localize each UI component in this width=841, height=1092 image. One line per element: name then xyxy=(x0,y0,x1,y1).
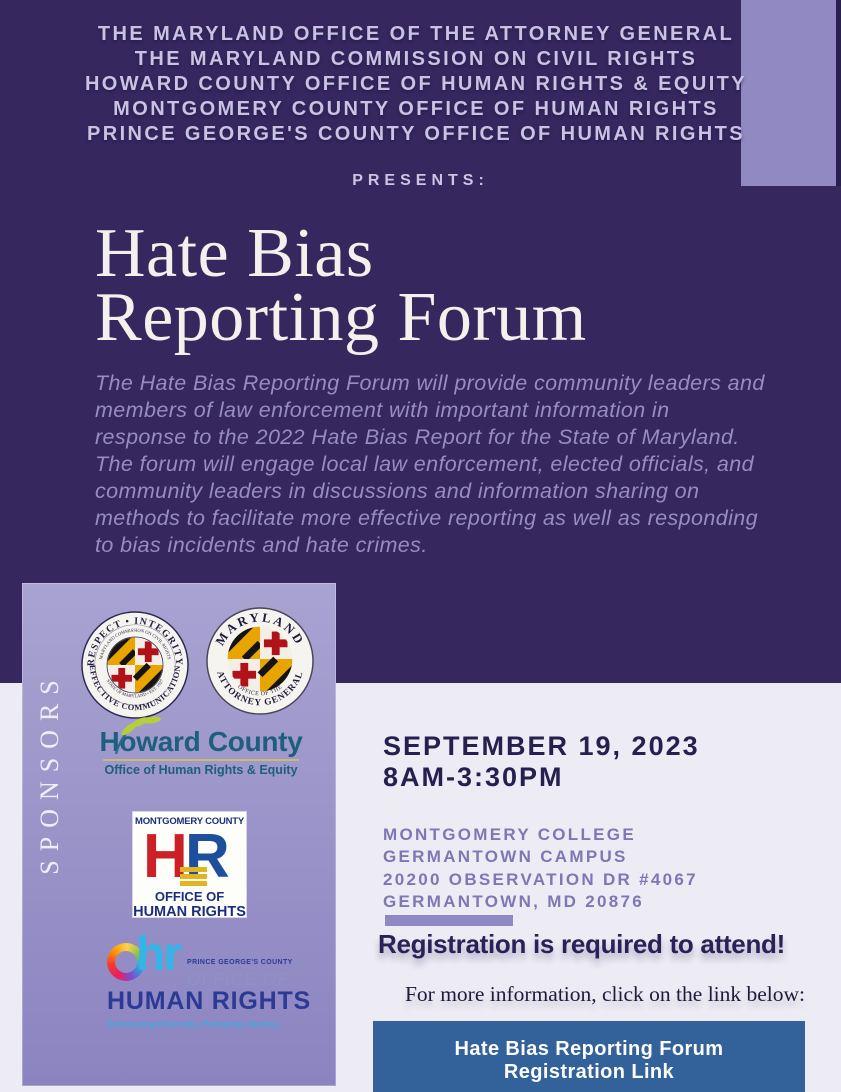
organization-line: PRINCE GEORGE'S COUNTY OFFICE OF HUMAN R… xyxy=(87,123,745,145)
pg-ohr-logo: hr PRINCE GEORGE'S COUNTY OFFICE OF HUMA… xyxy=(107,928,312,1029)
event-date: SEPTEMBER 19, 2023 xyxy=(383,731,700,761)
oag-seal: MARYLAND OFFICE OF THE ATTORNEY GENERAL xyxy=(206,607,314,715)
montgomery-county-label: MONTGOMERY COUNTY xyxy=(134,816,245,827)
presents-label: PRESENTS: xyxy=(352,172,489,189)
location-line: GERMANTOWN, MD 20876 xyxy=(383,892,645,912)
title-line-1: Hate Bias xyxy=(95,215,374,292)
pg-hr-letters: hr xyxy=(136,928,182,981)
organization-line: THE MARYLAND OFFICE OF THE ATTORNEY GENE… xyxy=(97,23,735,45)
organization-line: HOWARD COUNTY OFFICE OF HUMAN RIGHTS & E… xyxy=(84,73,748,95)
organization-line: THE MARYLAND COMMISSION ON CIVIL RIGHTS xyxy=(134,48,698,70)
title-line-2: Reporting Forum xyxy=(95,279,587,356)
event-location: MONTGOMERY COLLEGE GERMANTOWN CAMPUS 202… xyxy=(383,824,698,914)
wheat-sprig-icon xyxy=(114,716,161,754)
organization-line: MONTGOMERY COUNTY OFFICE OF HUMAN RIGHTS xyxy=(113,98,719,120)
howard-dept: Office of Human Rights & Equity xyxy=(104,763,298,777)
organization-list: THE MARYLAND OFFICE OF THE ATTORNEY GENE… xyxy=(0,22,832,147)
corner-accent-rectangle xyxy=(741,0,836,186)
montgomery-office-line2: HUMAN RIGHTS xyxy=(133,904,246,920)
pg-human-rights: HUMAN RIGHTS xyxy=(107,987,312,1015)
event-datetime: SEPTEMBER 19, 2023 8AM-3:30PM xyxy=(383,731,700,793)
location-line: GERMANTOWN CAMPUS xyxy=(383,847,628,867)
howard-county-name: Howard County xyxy=(99,726,303,757)
gold-bars-graphic xyxy=(180,867,207,888)
howard-county-logo: Howard County Office of Human Rights & E… xyxy=(96,716,306,777)
event-time: 8AM-3:30PM xyxy=(383,762,564,792)
sponsors-label: SPONSORS xyxy=(35,671,64,875)
right-edge-strip xyxy=(836,0,841,186)
montgomery-hr-logo: MONTGOMERY COUNTY H R OFFICE OF HUMAN RI… xyxy=(133,812,246,920)
pg-county-label: PRINCE GEORGE'S COUNTY xyxy=(187,959,293,966)
mccr-seal: RESPECT • INTEGRITY EFFECTIVE COMMUNICAT… xyxy=(81,611,189,719)
howard-divider xyxy=(103,759,299,761)
pg-office-of: OFFICE OF xyxy=(187,969,290,989)
event-description: The Hate Bias Reporting Forum will provi… xyxy=(95,371,765,557)
montgomery-office-line1: OFFICE OF xyxy=(154,889,225,904)
info-text: For more information, click on the link … xyxy=(404,982,806,1006)
button-label-line1: Hate Bias Reporting Forum xyxy=(454,1037,724,1060)
location-line: MONTGOMERY COLLEGE xyxy=(383,825,636,844)
pg-tagline: Embracing Diversity, Pursuing Justice xyxy=(107,1019,279,1029)
hr-monogram: H R xyxy=(133,822,246,891)
letter-h: H xyxy=(143,822,188,891)
location-line: 20200 OBSERVATION DR #4067 xyxy=(383,869,698,889)
registration-link-button[interactable]: Hate Bias Reporting Forum Registration L… xyxy=(373,1021,805,1092)
sponsors-panel: SPONSORS xyxy=(22,583,336,1086)
button-label-line2: Registration Link xyxy=(503,1060,675,1083)
accent-bar xyxy=(385,915,513,926)
registration-notice: Registration is required to attend! xyxy=(378,929,785,959)
hero-section: THE MARYLAND OFFICE OF THE ATTORNEY GENE… xyxy=(0,0,841,683)
letter-r: R xyxy=(185,822,230,891)
rainbow-o-ring-icon xyxy=(107,943,145,981)
event-title: Hate Bias Reporting Forum xyxy=(95,215,795,356)
